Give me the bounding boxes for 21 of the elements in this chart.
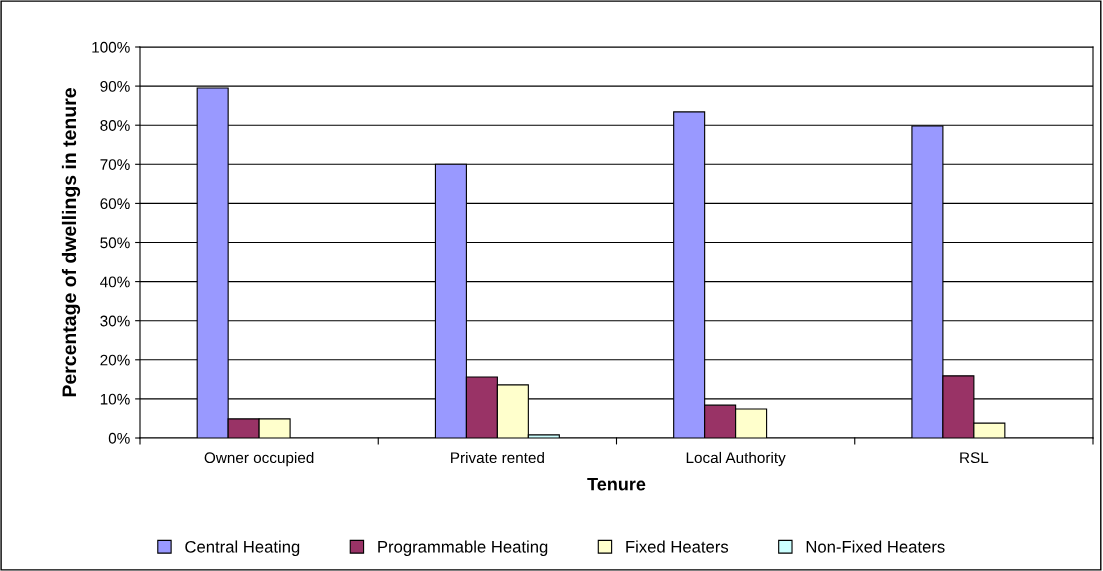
y-tick-label: 10% bbox=[100, 393, 130, 405]
x-tick-label: Local Authority bbox=[686, 451, 786, 467]
legend-label: Fixed Heaters bbox=[626, 540, 729, 553]
y-tick-label: 80% bbox=[100, 120, 130, 131]
x-tick-label: Private rented bbox=[451, 451, 544, 464]
legend-label: Central Heating bbox=[185, 540, 300, 556]
y-axis-title: Percentage of dwellings in tenure bbox=[61, 88, 81, 397]
y-tick-label: 70% bbox=[100, 159, 130, 170]
y-tick-label: 20% bbox=[100, 354, 130, 366]
y-tick-label: 0% bbox=[108, 432, 130, 444]
x-tick-label: Owner occupied bbox=[204, 451, 314, 467]
y-tick-label: 30% bbox=[100, 315, 130, 327]
y-tick-label: 50% bbox=[100, 237, 130, 249]
x-axis-title: Tenure bbox=[587, 477, 646, 491]
y-tick-label: 90% bbox=[100, 80, 130, 92]
legend-label: Programmable Heating bbox=[378, 540, 548, 556]
legend-label: Non-Fixed Heaters bbox=[806, 540, 945, 553]
y-tick-label: 100% bbox=[92, 41, 130, 53]
x-tick-label: RSL bbox=[960, 452, 989, 464]
y-tick-label: 40% bbox=[100, 276, 130, 288]
y-tick-label: 60% bbox=[100, 198, 130, 210]
